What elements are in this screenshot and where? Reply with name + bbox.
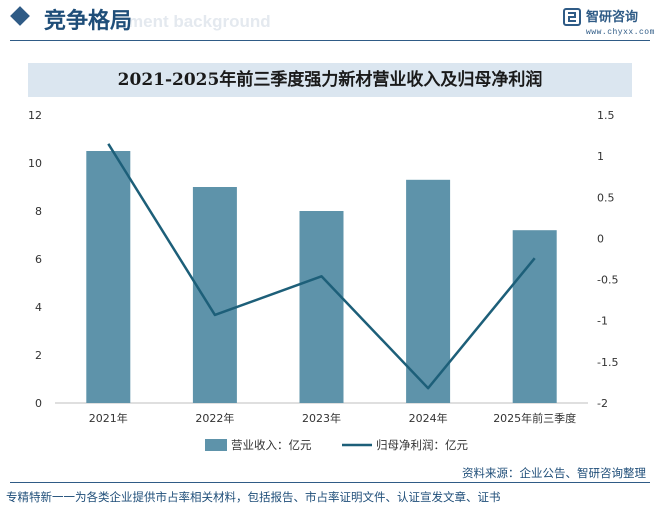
y-right-tick-label: 1 [597,150,604,163]
legend-bar-label: 营业收入：亿元 [231,438,312,452]
y-left-tick-label: 2 [35,349,42,362]
header-ghost-text: ment background [128,12,271,31]
brand-logo-icon [563,8,581,26]
chart-title-band [28,63,632,97]
revenue-bar [192,187,237,403]
x-category-label: 2025年前三季度 [493,411,576,425]
y-left-tick-label: 6 [35,253,42,266]
y-left-tick-label: 10 [28,157,42,170]
header-bar: ment background 竞争格局 智研咨询 www.chyxx.com [0,0,660,44]
x-category-label: 2022年 [195,411,234,425]
x-category-label: 2023年 [302,411,341,425]
legend-line-label: 归母净利润：亿元 [376,438,468,452]
y-left-tick-label: 8 [35,205,42,218]
y-right-tick-label: -1 [597,315,608,328]
revenue-bar [512,230,557,403]
footer-divider [10,482,650,483]
legend-bar-swatch [205,439,227,451]
header-divider [10,40,650,41]
y-right-tick-label: 1.5 [597,109,615,122]
x-category-label: 2024年 [409,411,448,425]
y-right-tick-label: -1.5 [597,356,618,369]
y-left-tick-label: 12 [28,109,42,122]
y-left-tick-label: 0 [35,397,42,410]
x-category-label: 2021年 [89,411,128,425]
y-right-tick-label: -0.5 [597,274,618,287]
brand-url: www.chyxx.com [586,28,655,37]
y-left-tick-label: 4 [35,301,42,314]
revenue-bar [299,211,344,403]
y-right-tick-label: -2 [597,397,608,410]
y-right-tick-label: 0 [597,232,604,245]
revenue-bar [86,151,131,403]
y-right-tick-label: 0.5 [597,191,615,204]
section-title: 竞争格局 [44,9,133,34]
footer-note: 专精特新一一为各类企业提供市占率相关材料，包括报告、市占率证明文件、认证宣发文章… [6,490,501,504]
brand-name: 智研咨询 [586,10,639,25]
chart-title: 2021-2025年前三季度强力新材营业收入及归母净利润 [117,70,543,90]
source-note: 资料来源：企业公告、智研咨询整理 [462,466,646,480]
revenue-bar [406,179,451,403]
